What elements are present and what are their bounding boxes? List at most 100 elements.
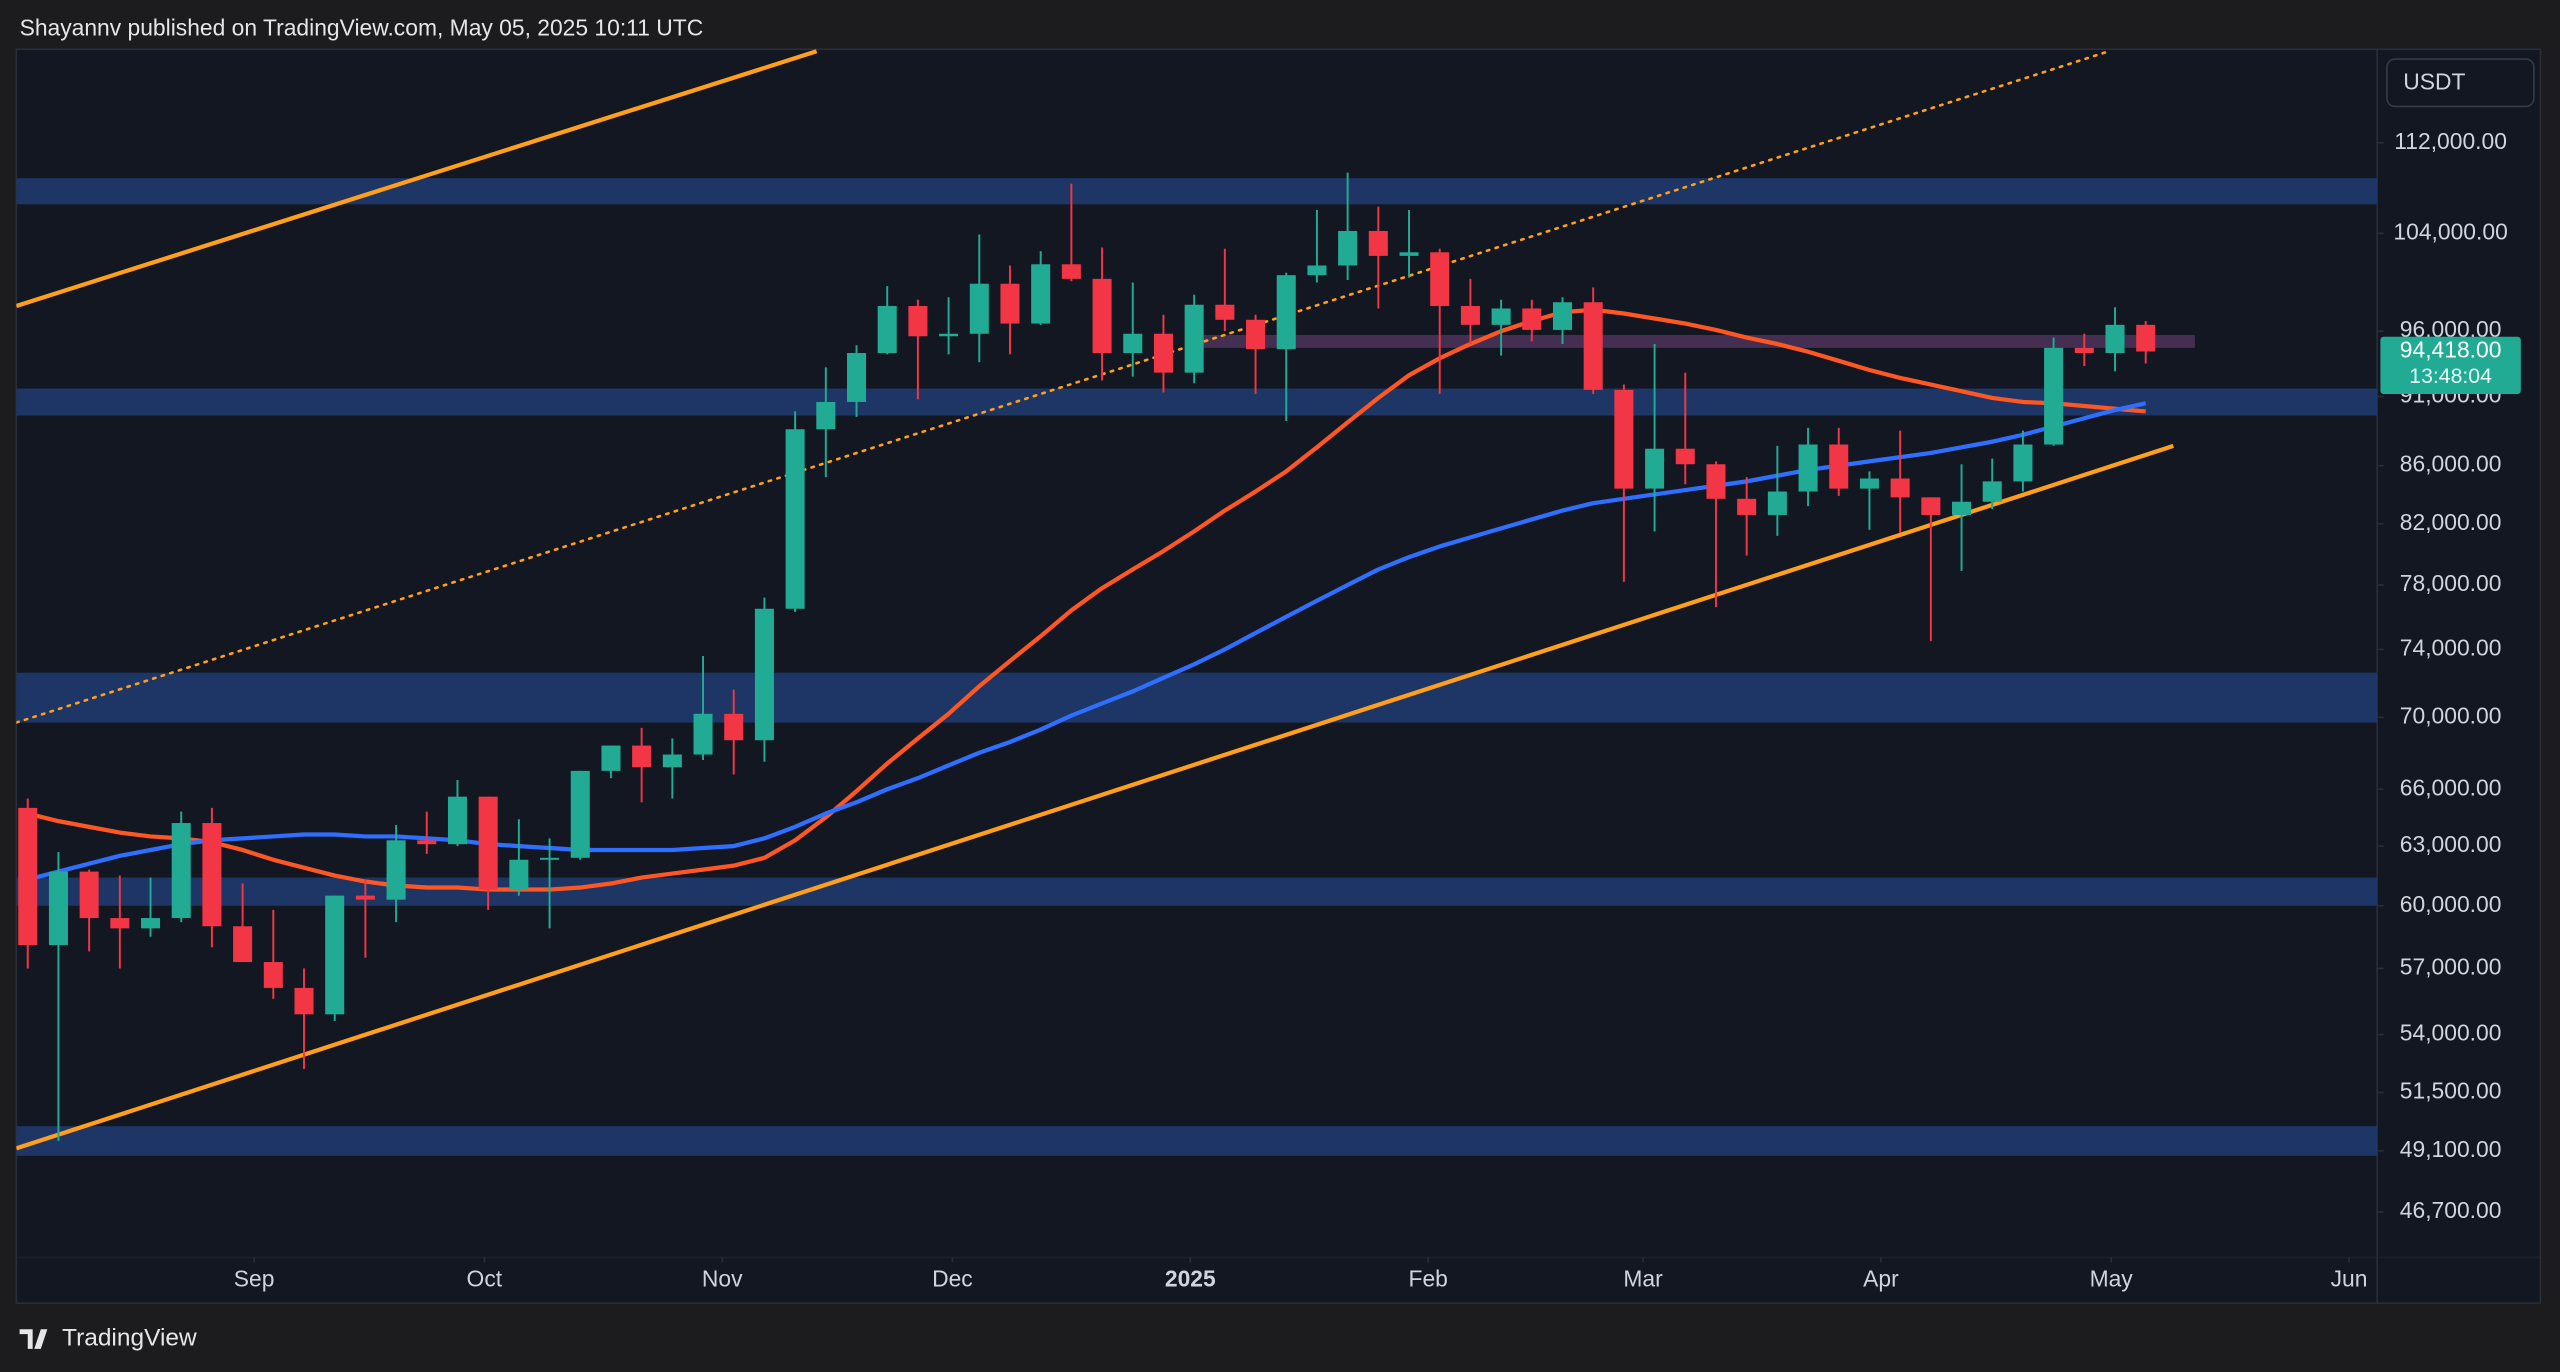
candle-body bbox=[202, 823, 222, 927]
x-tick-label: Oct bbox=[467, 1265, 503, 1291]
y-tick-label: 86,000.00 bbox=[2400, 451, 2502, 477]
y-tick-label: 46,700.00 bbox=[2400, 1197, 2502, 1223]
x-tick-label: Nov bbox=[702, 1265, 743, 1291]
candle-body bbox=[386, 840, 406, 900]
candle-body bbox=[785, 429, 805, 609]
y-tick-label: 60,000.00 bbox=[2400, 891, 2502, 917]
y-tick-label: 112,000.00 bbox=[2394, 128, 2507, 154]
footer-logo bbox=[19, 1329, 48, 1349]
candle-body bbox=[846, 353, 867, 402]
candle-body bbox=[79, 871, 99, 919]
candle-body bbox=[969, 283, 989, 334]
candle-body bbox=[1921, 497, 1941, 515]
axes: 112,000.00104,000.0096,000.0091,000.0086… bbox=[234, 128, 2521, 1291]
candle-body bbox=[2136, 324, 2156, 352]
candle-body bbox=[816, 401, 836, 430]
candle-body bbox=[693, 713, 713, 755]
logo-icon bbox=[19, 1329, 48, 1349]
candle-body bbox=[1890, 478, 1910, 498]
x-tick-label: May bbox=[2090, 1265, 2134, 1291]
candle-body bbox=[1522, 308, 1542, 330]
candle-body bbox=[110, 918, 130, 929]
candle-body bbox=[263, 962, 283, 988]
currency-button[interactable] bbox=[2386, 58, 2535, 108]
candle-body bbox=[1583, 302, 1603, 390]
candle-body bbox=[1491, 308, 1511, 325]
countdown-label: 13:48:04 bbox=[2409, 365, 2492, 388]
y-tick-label: 70,000.00 bbox=[2400, 702, 2502, 728]
candle-body bbox=[2074, 347, 2094, 354]
y-tick-label: 66,000.00 bbox=[2400, 774, 2502, 800]
candle-body bbox=[171, 823, 191, 919]
y-tick-label: 104,000.00 bbox=[2393, 218, 2507, 244]
candle-body bbox=[1982, 481, 2002, 502]
candle-body bbox=[1737, 498, 1757, 515]
candle-body bbox=[1430, 252, 1450, 306]
candle-body bbox=[1307, 265, 1327, 276]
candle-body bbox=[447, 796, 467, 845]
candle-body bbox=[1184, 304, 1204, 373]
candle-body bbox=[1276, 275, 1296, 350]
candle-body bbox=[1706, 464, 1726, 499]
y-tick-label: 74,000.00 bbox=[2400, 634, 2502, 660]
candle-body bbox=[1645, 448, 1665, 489]
zone bbox=[16, 672, 2378, 723]
x-tick-label: 2025 bbox=[1165, 1265, 1216, 1291]
candle-body bbox=[233, 926, 253, 963]
x-tick-label: Apr bbox=[1863, 1265, 1899, 1291]
trendline bbox=[16, 49, 818, 309]
candle-body bbox=[1767, 491, 1787, 515]
candle-body bbox=[478, 796, 498, 890]
footer-brand: TradingView bbox=[62, 1325, 197, 1352]
zone bbox=[16, 1126, 2378, 1156]
candle-body bbox=[1829, 444, 1849, 489]
candle-body bbox=[2044, 347, 2064, 445]
candle-body bbox=[1675, 448, 1695, 465]
candle-body bbox=[939, 333, 959, 337]
candle-body bbox=[294, 987, 314, 1015]
candle-body bbox=[1215, 304, 1235, 320]
candle-body bbox=[570, 770, 590, 858]
x-tick-label: Sep bbox=[234, 1265, 275, 1291]
currency-label: USDT bbox=[2403, 69, 2465, 95]
x-tick-label: Mar bbox=[1623, 1265, 1663, 1291]
candle-body bbox=[1460, 305, 1480, 325]
candle-body bbox=[662, 754, 682, 768]
candle-body bbox=[18, 807, 38, 946]
y-tick-label: 63,000.00 bbox=[2400, 831, 2502, 857]
candle-body bbox=[1798, 444, 1818, 492]
trendline bbox=[16, 443, 2174, 1151]
candle-body bbox=[632, 745, 652, 768]
candle-body bbox=[754, 608, 774, 741]
y-tick-label: 54,000.00 bbox=[2400, 1020, 2502, 1046]
candle-body bbox=[877, 305, 897, 354]
candle-body bbox=[48, 871, 68, 946]
candle-body bbox=[2105, 324, 2125, 354]
candle-body bbox=[724, 713, 744, 741]
candle-body bbox=[1368, 230, 1388, 256]
candle-body bbox=[1092, 278, 1112, 354]
byline: Shayannv published on TradingView.com, M… bbox=[20, 15, 704, 41]
plot-area bbox=[16, 49, 2378, 1156]
trendline bbox=[16, 49, 2111, 724]
x-tick-label: Jun bbox=[2331, 1265, 2368, 1291]
zone bbox=[1200, 335, 2195, 348]
moving-average-line bbox=[27, 401, 2147, 882]
y-tick-label: 57,000.00 bbox=[2400, 953, 2502, 979]
candle-body bbox=[141, 918, 161, 929]
candle-body bbox=[1246, 319, 1266, 350]
candle-body bbox=[1000, 283, 1020, 324]
candle-body bbox=[908, 305, 928, 337]
candle-body bbox=[1859, 478, 1879, 489]
candle-body bbox=[1123, 333, 1143, 354]
candle-body bbox=[1614, 389, 1634, 489]
candle-body bbox=[540, 857, 560, 860]
candle-body bbox=[325, 895, 345, 1015]
candle-body bbox=[1399, 252, 1419, 256]
candle-body bbox=[601, 745, 621, 771]
last-price-box bbox=[2380, 336, 2521, 394]
candle-body bbox=[1552, 302, 1573, 330]
